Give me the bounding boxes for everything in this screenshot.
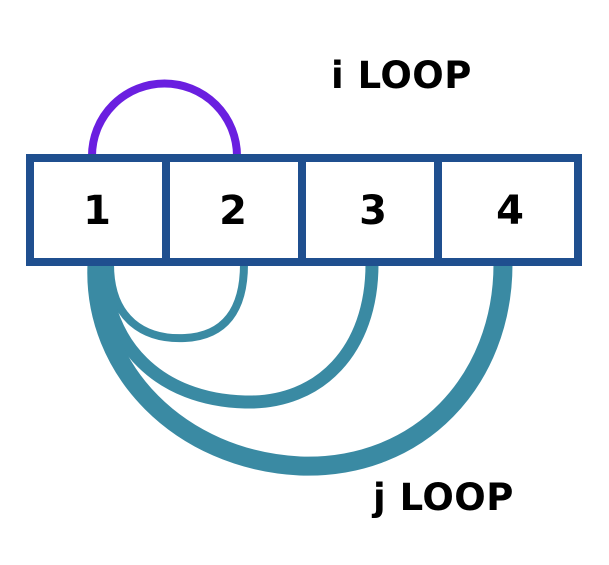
cell-number-4: 4 [496, 188, 524, 234]
array-box [26, 154, 582, 266]
i-loop-label: i LOOP [331, 54, 472, 97]
i-loop-arc [88, 79, 241, 157]
j-loop-label: j LOOP [373, 476, 514, 519]
cell-number-1: 1 [83, 188, 111, 234]
j-loop-arc-1-to-2 [106, 263, 248, 343]
cell-box-3 [298, 154, 442, 266]
j-loop-arc-1-to-3 [97, 263, 379, 409]
j-loop-arc-1-to-4 [87, 263, 513, 476]
cell-box-4 [434, 154, 582, 266]
cell-number-2: 2 [219, 188, 247, 234]
cell-number-3: 3 [359, 188, 387, 234]
